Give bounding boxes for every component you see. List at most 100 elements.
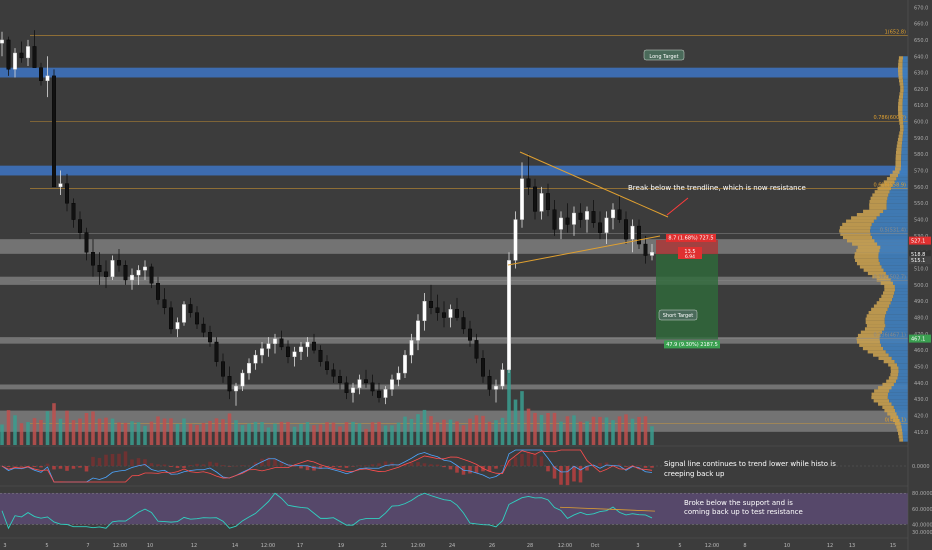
macd-histogram-bar: [565, 466, 570, 486]
candle-body: [598, 222, 602, 233]
volume-bar: [500, 417, 505, 445]
volume-bar: [481, 415, 485, 445]
candle-body: [175, 322, 180, 330]
macd-histogram-bar: [260, 458, 264, 466]
profile-bar-gold: [898, 95, 904, 99]
macd-histogram-bar: [572, 466, 576, 482]
macd-histogram-bar: [468, 466, 472, 474]
candle-body: [533, 186, 537, 212]
macd-histogram-bar: [292, 466, 297, 467]
volume-bar: [292, 426, 297, 445]
candle-body: [572, 212, 576, 225]
profile-bar-blue: [889, 304, 908, 308]
macd-histogram-bar: [637, 465, 641, 466]
volume-bar: [637, 416, 641, 445]
macd-histogram-bar: [247, 465, 251, 467]
profile-bar-blue: [896, 379, 908, 383]
macd-axis-label: 0.0000: [912, 464, 930, 470]
volume-bar: [182, 418, 186, 445]
profile-bar-blue: [877, 242, 908, 246]
volume-bar: [286, 421, 290, 445]
time-tick-3: 12:00: [113, 543, 127, 549]
profile-bar-gold: [900, 85, 904, 89]
profile-bar-blue: [903, 438, 908, 442]
profile-bar-gold: [862, 346, 884, 351]
profile-bar-gold: [898, 118, 903, 122]
candle-body: [357, 379, 362, 388]
candle-body: [611, 209, 615, 219]
price-tick-6: 610.0: [914, 103, 928, 109]
macd-histogram-bar: [370, 464, 375, 466]
profile-bar-blue: [893, 382, 908, 387]
candle-body: [156, 283, 160, 300]
signal-line: [1, 449, 653, 483]
macd-histogram-bar: [13, 466, 17, 467]
profile-bar-gold: [866, 324, 886, 328]
volume-bar: [578, 421, 583, 445]
macd-histogram-bar: [591, 464, 596, 466]
candle-body: [442, 312, 446, 318]
profile-bar-blue: [884, 320, 908, 325]
profile-bar-blue: [902, 75, 908, 80]
rsi-pane: 80.0000 60.0000 40.0000 30.0000: [0, 485, 932, 536]
volume-bars: [0, 357, 654, 445]
candle-body: [390, 379, 394, 390]
candle-body: [474, 340, 479, 359]
macd-note-line2: creeping back up: [664, 470, 725, 478]
volume-bar: [435, 422, 440, 445]
profile-bar-blue: [888, 193, 908, 197]
macd-histogram-bar: [318, 466, 323, 469]
macd-histogram-bar: [188, 464, 193, 466]
profile-bar-blue: [887, 392, 908, 396]
profile-bar-gold: [873, 399, 890, 403]
profile-bar-gold: [840, 232, 871, 236]
profile-bar-blue: [870, 229, 908, 233]
macd-histogram-bar: [422, 463, 427, 466]
fib-label-3: 0.5(531.4): [880, 228, 906, 234]
profile-bar-gold: [898, 66, 903, 70]
candle-body: [461, 317, 466, 330]
macd-histogram-bar: [364, 465, 368, 466]
profile-bar-gold: [897, 108, 903, 112]
profile-bar-gold: [876, 301, 891, 305]
macd-histogram-bar: [26, 466, 30, 467]
macd-histogram-bar: [136, 458, 141, 466]
volume-bar: [591, 416, 596, 445]
volume-bar: [240, 425, 245, 445]
price-tick-25: 420.0: [914, 414, 928, 420]
macd-histogram-bar: [533, 453, 537, 466]
macd-histogram-bar: [45, 463, 50, 466]
time-tick-8: 17: [297, 543, 303, 549]
volume-bar: [201, 422, 206, 445]
profile-bar-blue: [903, 92, 908, 96]
candle-body: [422, 300, 427, 321]
profile-bar-blue: [878, 258, 908, 263]
macd-histogram-bar: [429, 464, 433, 466]
profile-bar-gold: [886, 177, 897, 181]
volume-bar: [598, 416, 602, 445]
time-tick-20: 8: [743, 543, 746, 549]
macd-histogram-bar: [253, 462, 258, 466]
candle-body: [32, 46, 37, 68]
arrow-to-trendline: [666, 197, 689, 216]
profile-bar-gold: [881, 294, 894, 298]
macd-histogram-bar: [299, 466, 303, 469]
profile-bar-blue: [881, 343, 908, 347]
macd-histogram-bar: [643, 466, 648, 468]
price-tick-8: 590.0: [914, 136, 928, 142]
candle-body: [520, 178, 524, 220]
volume-bar: [123, 422, 128, 445]
profile-bar-blue: [902, 431, 908, 436]
price-tick-5: 620.0: [914, 87, 928, 93]
ratio-label: 13.5: [684, 249, 695, 255]
profile-bar-gold: [842, 235, 873, 240]
profile-bar-gold: [896, 425, 902, 429]
volume-bar: [19, 423, 24, 445]
time-tick-14: 28: [527, 543, 533, 549]
macd-histogram-bar: [169, 466, 173, 467]
candle-body: [351, 387, 355, 393]
profile-bar-gold: [900, 128, 904, 132]
macd-histogram-bar: [312, 466, 316, 471]
profile-bar-gold: [839, 229, 871, 233]
profile-bar-blue: [888, 275, 908, 279]
